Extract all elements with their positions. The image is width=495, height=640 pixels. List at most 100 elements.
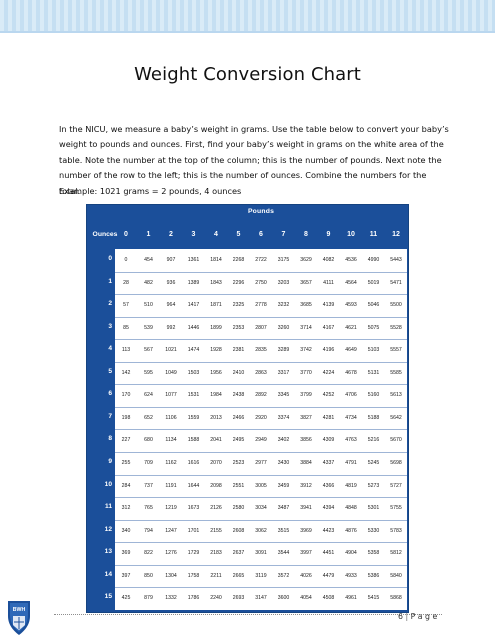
gram-value-cell: 1191 — [165, 482, 177, 489]
gram-value-cell: 3459 — [277, 482, 290, 489]
gram-value-cell: 4309 — [322, 437, 335, 444]
gram-value-cell: 227 — [121, 437, 131, 444]
gram-value-cell: 5868 — [390, 595, 402, 602]
gram-value-cell: 2608 — [232, 527, 245, 534]
gram-value-cell: 2438 — [232, 392, 245, 399]
ounce-row-header: 0 — [108, 255, 112, 262]
ounce-row-header: 8 — [108, 435, 112, 443]
gram-value-cell: 397 — [121, 572, 131, 579]
gram-value-cell: 5301 — [367, 505, 380, 512]
gram-value-cell: 113 — [121, 347, 131, 354]
gram-value-cell: 2949 — [255, 437, 267, 444]
gram-value-cell: 1474 — [187, 347, 200, 354]
gram-value-cell: 5698 — [390, 459, 402, 466]
gram-value-cell: 794 — [144, 527, 153, 534]
gram-value-cell: 624 — [144, 392, 153, 399]
gram-value-cell: 4536 — [345, 257, 357, 263]
gram-value-cell: 4508 — [322, 595, 335, 602]
gram-value-cell: 284 — [121, 482, 131, 489]
ounce-row-header: 3 — [108, 322, 112, 330]
table-row-divider — [115, 451, 407, 453]
gram-value-cell: 4337 — [322, 459, 335, 466]
ounce-row-header: 11 — [105, 503, 112, 511]
pound-column-header: 9 — [326, 231, 331, 238]
gram-value-cell: 1673 — [187, 505, 200, 512]
pound-column-header: 2 — [169, 231, 173, 238]
gram-value-cell: 142 — [121, 369, 131, 376]
gram-value-cell: 2580 — [232, 505, 245, 512]
gram-value-cell: 4479 — [322, 572, 335, 579]
gram-value-cell: 2325 — [232, 302, 245, 309]
gram-value-cell: 312 — [121, 505, 131, 512]
gram-value-cell: 3402 — [277, 437, 290, 444]
gram-value-cell: 2977 — [255, 459, 267, 466]
pound-column-header: 10 — [347, 231, 355, 238]
gram-value-cell: 5670 — [390, 437, 402, 444]
gram-value-cell: 1389 — [187, 279, 200, 286]
footer-divider — [54, 614, 442, 615]
gram-value-cell: 4876 — [345, 527, 357, 534]
gram-value-cell: 5500 — [390, 302, 402, 309]
gram-value-cell: 198 — [121, 414, 131, 421]
ounce-row-header: 2 — [108, 300, 112, 308]
gram-value-cell: 2637 — [232, 550, 245, 557]
gram-value-cell: 5812 — [390, 550, 402, 557]
gram-value-cell: 1304 — [165, 572, 177, 579]
gram-value-cell: 5245 — [367, 459, 380, 466]
gram-value-cell: 2778 — [255, 302, 267, 309]
gram-value-cell: 1644 — [187, 482, 200, 489]
gram-value-cell: 2750 — [255, 279, 267, 286]
ounce-row-header: 6 — [108, 390, 112, 398]
gram-value-cell: 5330 — [367, 527, 380, 534]
gram-value-cell: 3091 — [255, 550, 267, 557]
gram-value-cell: 5019 — [367, 279, 380, 286]
gram-value-cell: 2665 — [232, 572, 245, 579]
gram-value-cell: 737 — [144, 482, 153, 489]
gram-value-cell: 4990 — [367, 257, 380, 263]
gram-value-cell: 652 — [144, 414, 153, 421]
gram-value-cell: 4394 — [322, 505, 335, 512]
gram-value-cell: 4564 — [345, 279, 357, 286]
gram-value-cell: 1531 — [187, 392, 200, 399]
gram-value-cell: 4848 — [345, 505, 357, 512]
gram-value-cell: 4819 — [345, 482, 357, 489]
gram-value-cell: 5783 — [390, 527, 402, 534]
gram-value-cell: 1899 — [210, 324, 222, 331]
gram-value-cell: 1276 — [165, 550, 177, 557]
gram-value-cell: 1077 — [165, 392, 177, 399]
gram-value-cell: 3941 — [300, 505, 312, 512]
table-row-divider — [115, 339, 407, 341]
gram-value-cell: 3430 — [277, 459, 290, 466]
gram-value-cell: 4904 — [345, 550, 357, 557]
example-line: Example: 1021 grams = 2 pounds, 4 ounces — [59, 186, 242, 196]
gram-value-cell: 3544 — [277, 550, 290, 557]
gram-value-cell: 822 — [144, 550, 153, 557]
page-number-separator: | — [405, 612, 409, 621]
gram-value-cell: 4621 — [345, 324, 357, 331]
gram-value-cell: 709 — [144, 459, 153, 466]
gram-value-cell: 4196 — [322, 347, 335, 354]
table-row-divider — [115, 406, 407, 408]
gram-value-cell: 4791 — [345, 459, 357, 466]
gram-value-cell: 3005 — [255, 482, 267, 489]
gram-value-cell: 1332 — [165, 595, 177, 602]
gram-value-cell: 3119 — [255, 572, 267, 579]
gram-value-cell: 4706 — [345, 392, 357, 399]
gram-value-cell: 3600 — [277, 595, 290, 602]
ounce-row-header: 15 — [104, 593, 112, 601]
gram-value-cell: 1361 — [187, 257, 200, 263]
gram-value-cell: 340 — [121, 527, 131, 534]
gram-value-cell: 1701 — [187, 527, 200, 534]
gram-value-cell: 3912 — [300, 482, 312, 489]
gram-value-cell: 4139 — [322, 302, 335, 309]
gram-value-cell: 2722 — [255, 257, 267, 263]
gram-value-cell: 1758 — [187, 572, 200, 579]
table-row-divider — [115, 384, 407, 386]
gram-value-cell: 3770 — [300, 369, 312, 376]
gram-value-cell: 4649 — [345, 347, 357, 354]
page-title: Weight Conversion Chart — [134, 64, 361, 85]
gram-value-cell: 1984 — [210, 392, 222, 399]
gram-value-cell: 3487 — [277, 505, 290, 512]
gram-value-cell: 4734 — [345, 414, 357, 421]
